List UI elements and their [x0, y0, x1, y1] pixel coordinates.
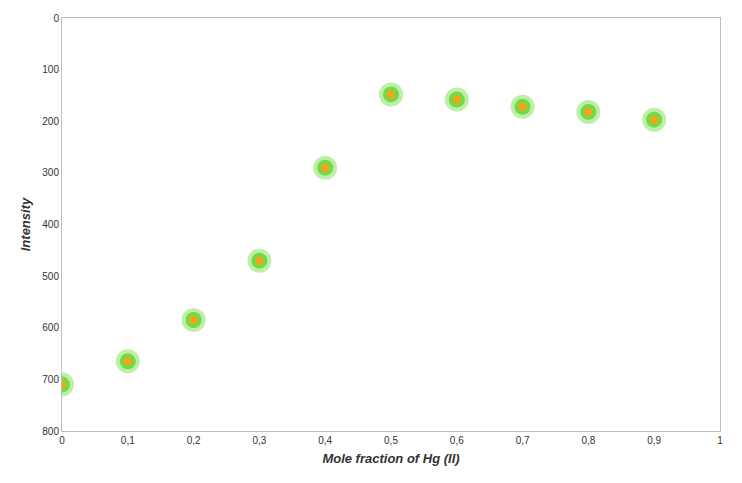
svg-text:0,7: 0,7: [516, 435, 530, 446]
svg-text:0: 0: [59, 435, 65, 446]
svg-text:200: 200: [42, 116, 59, 127]
svg-text:0,2: 0,2: [187, 435, 201, 446]
svg-text:1: 1: [717, 435, 723, 446]
svg-text:100: 100: [42, 64, 59, 75]
svg-text:0,3: 0,3: [252, 435, 266, 446]
svg-text:0,5: 0,5: [384, 435, 398, 446]
svg-text:800: 800: [42, 426, 59, 437]
svg-text:0,1: 0,1: [121, 435, 135, 446]
svg-text:700: 700: [42, 374, 59, 385]
svg-text:400: 400: [42, 219, 59, 230]
svg-text:Intensity: Intensity: [18, 197, 33, 251]
svg-text:300: 300: [42, 167, 59, 178]
svg-text:0,9: 0,9: [647, 435, 661, 446]
svg-text:0,4: 0,4: [318, 435, 332, 446]
svg-text:0,8: 0,8: [581, 435, 595, 446]
svg-text:Mole fraction of Hg (II): Mole fraction of Hg (II): [322, 451, 459, 466]
svg-text:600: 600: [42, 322, 59, 333]
svg-text:500: 500: [42, 271, 59, 282]
svg-text:0,6: 0,6: [450, 435, 464, 446]
svg-text:0: 0: [53, 13, 59, 24]
